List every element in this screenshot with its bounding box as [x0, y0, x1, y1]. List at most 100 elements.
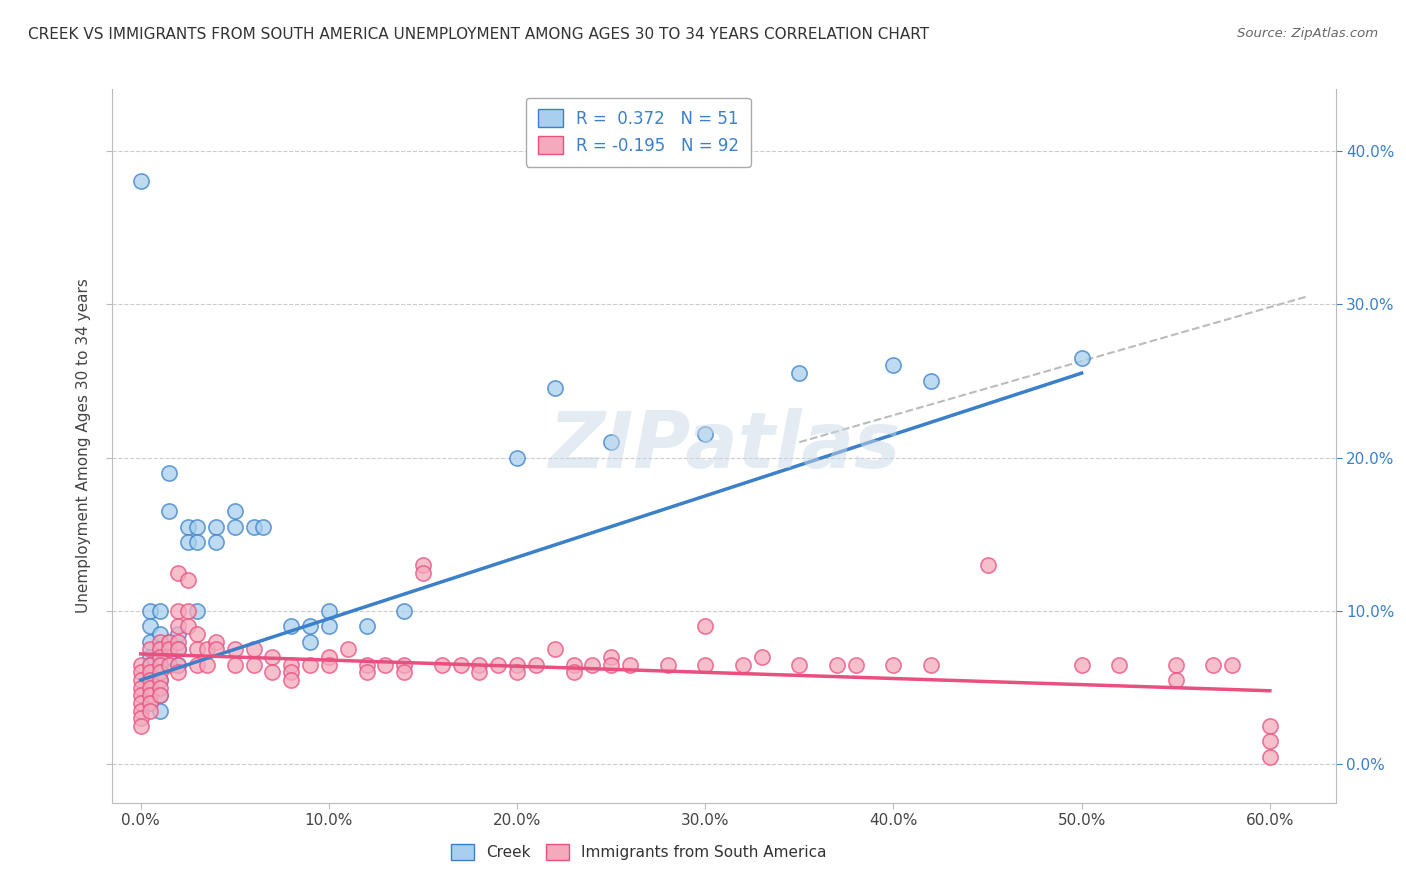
Point [139, 696, 162, 710]
Point [299, 619, 322, 633]
Point [280, 673, 302, 687]
Point [129, 681, 152, 695]
Point [167, 566, 190, 580]
Point [412, 558, 434, 572]
Point [139, 696, 162, 710]
Point [129, 711, 152, 725]
Point [139, 657, 162, 672]
Point [695, 427, 717, 442]
Point [129, 657, 152, 672]
Point [318, 604, 340, 618]
Point [789, 366, 811, 380]
Point [139, 657, 162, 672]
Point [148, 665, 170, 680]
Point [356, 657, 378, 672]
Point [356, 665, 378, 680]
Point [139, 704, 162, 718]
Point [392, 604, 415, 618]
Point [252, 519, 274, 533]
Point [695, 657, 717, 672]
Point [450, 657, 472, 672]
Point [167, 634, 190, 648]
Point [600, 657, 623, 672]
Point [148, 657, 170, 672]
Point [280, 657, 302, 672]
Point [1164, 673, 1187, 687]
Point [167, 642, 190, 657]
Point [976, 558, 998, 572]
Point [148, 673, 170, 687]
Point [167, 657, 190, 672]
Point [139, 642, 162, 657]
Point [139, 634, 162, 648]
Point [695, 619, 717, 633]
Point [139, 619, 162, 633]
Point [139, 681, 162, 695]
Point [157, 634, 180, 648]
Point [186, 657, 208, 672]
Point [468, 665, 491, 680]
Point [139, 604, 162, 618]
Point [299, 657, 322, 672]
Point [139, 665, 162, 680]
Point [1258, 749, 1281, 764]
Point [1202, 657, 1225, 672]
Point [1070, 657, 1092, 672]
Point [524, 657, 547, 672]
Point [195, 657, 218, 672]
Point [148, 634, 170, 648]
Point [129, 665, 152, 680]
Point [148, 604, 170, 618]
Point [195, 642, 218, 657]
Point [562, 665, 585, 680]
Point [336, 642, 359, 657]
Point [129, 174, 152, 188]
Point [186, 535, 208, 549]
Point [148, 689, 170, 703]
Point [280, 665, 302, 680]
Point [1070, 351, 1092, 365]
Point [262, 650, 284, 665]
Point [262, 665, 284, 680]
Point [506, 450, 529, 465]
Point [486, 657, 509, 672]
Point [882, 359, 904, 373]
Point [1258, 719, 1281, 733]
Point [139, 681, 162, 695]
Point [581, 657, 603, 672]
Point [139, 673, 162, 687]
Point [157, 657, 180, 672]
Point [205, 642, 228, 657]
Point [544, 381, 567, 395]
Point [139, 689, 162, 703]
Point [148, 673, 170, 687]
Point [242, 519, 264, 533]
Point [186, 627, 208, 641]
Point [920, 374, 942, 388]
Point [412, 566, 434, 580]
Point [148, 657, 170, 672]
Point [224, 642, 246, 657]
Point [318, 650, 340, 665]
Point [157, 642, 180, 657]
Point [148, 681, 170, 695]
Point [186, 604, 208, 618]
Point [544, 642, 567, 657]
Point [139, 673, 162, 687]
Point [318, 619, 340, 633]
Point [167, 627, 190, 641]
Point [356, 619, 378, 633]
Point [157, 634, 180, 648]
Point [148, 689, 170, 703]
Point [177, 604, 200, 618]
Point [205, 519, 228, 533]
Point [224, 504, 246, 518]
Point [167, 619, 190, 633]
Point [148, 627, 170, 641]
Point [148, 642, 170, 657]
Point [205, 535, 228, 549]
Point [280, 619, 302, 633]
Point [845, 657, 868, 672]
Point [657, 657, 679, 672]
Point [157, 650, 180, 665]
